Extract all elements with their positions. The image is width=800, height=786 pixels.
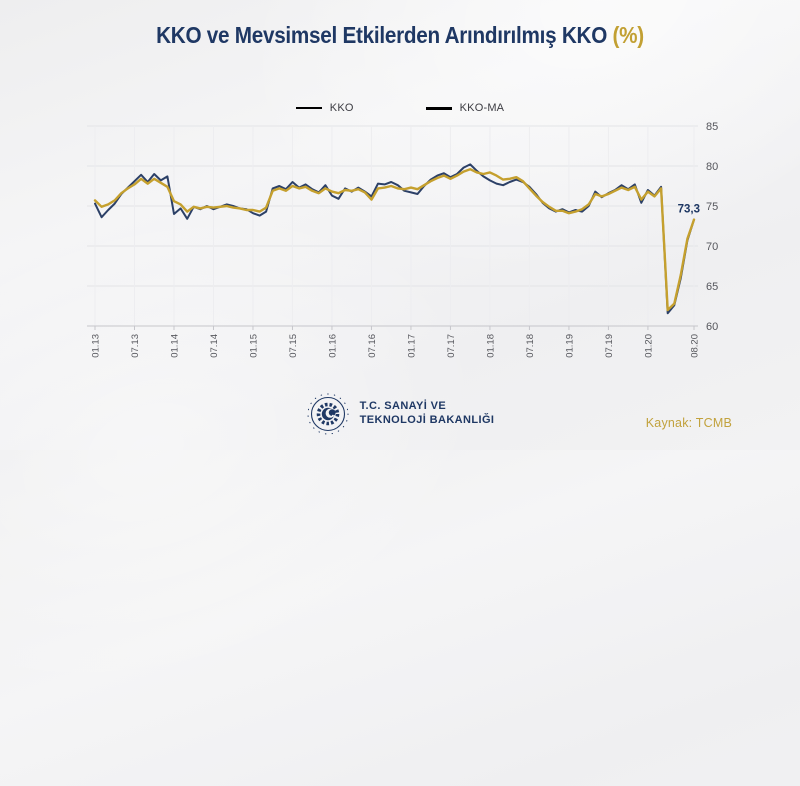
x-axis-tick-label: 01.18 [485,334,496,358]
ministry-name-line2: TEKNOLOJİ BAKANLIĞI [359,414,495,426]
last-value-label: 73,3 [678,204,700,216]
y-axis-tick-label: 75 [706,201,718,213]
legend-item-kko-ma: KKO-MA [425,102,505,114]
x-axis-tick-label: 07.17 [446,334,457,358]
x-axis-tick-label: 01.17 [406,334,417,358]
footer-branding: T.C. SANAYİ VE TEKNOLOJİ BAKANLIĞI [0,392,800,436]
ministry-name: T.C. SANAYİ VE TEKNOLOJİ BAKANLIĞI [360,400,495,428]
chart-title-unit: (%) [612,22,644,48]
y-axis-tick-label: 65 [706,281,718,293]
ministry-name-line1: T.C. SANAYİ VE [359,400,447,413]
x-axis-tick-label: 07.14 [209,334,220,358]
legend-label-kko-ma: KKO-MA [459,102,505,114]
x-axis-tick-label: 01.16 [327,334,338,358]
x-axis-tick-label: 07.15 [288,334,299,358]
chart-legend: KKO KKO-MA [0,102,800,114]
page-title: KKO ve Mevsimsel Etkilerden Arındırılmış… [0,22,800,49]
x-axis-tick-label: 07.13 [130,334,141,358]
x-axis-tick-label: 07.19 [604,334,615,358]
legend-label-kko: KKO [329,102,354,114]
x-axis-tick-label: 07.18 [525,334,536,358]
x-axis-tick-label: 01.20 [643,334,654,358]
y-axis-tick-label: 85 [706,121,718,133]
y-axis-tick-label: 80 [706,161,718,173]
kko-line-chart: 60 65 70 75 80 85 01.13 07.13 01.14 07.14 01.15 07.… [87,121,718,358]
x-axis-tick-label: 01.15 [248,334,259,358]
x-axis-tick-label: 01.19 [564,334,575,358]
x-axis-tick-label: 08.20 [690,334,701,358]
y-axis-tick-label: 70 [706,241,718,253]
x-axis-tick-label: 01.14 [169,334,180,358]
y-axis-tick-label: 60 [706,321,718,333]
source-label: Kaynak: TCMB [645,416,732,430]
chart-title-text: KKO ve Mevsimsel Etkilerden Arındırılmış… [156,22,608,48]
kko-ma-line-swatch [425,106,452,110]
x-axis-tick-label: 01.13 [91,334,102,358]
legend-item-kko: KKO [295,102,354,114]
ministry-emblem-icon [307,393,349,435]
x-axis-tick-label: 07.16 [367,334,378,358]
series-line-kko-ma [93,167,696,312]
kko-line-swatch [295,107,322,109]
